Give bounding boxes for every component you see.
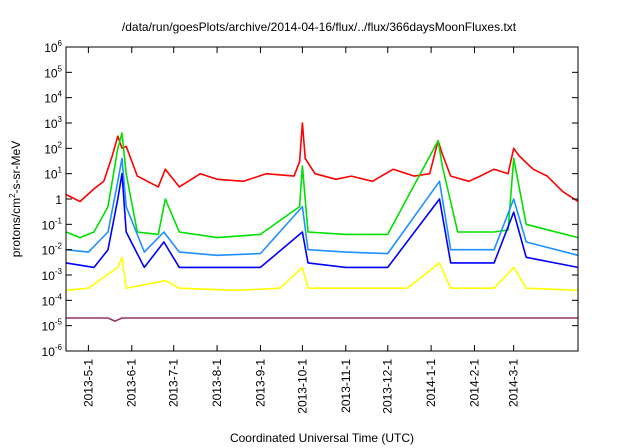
x-tick-label: 2013-7-1 [167,359,181,407]
y-tick-label: 10-6 [42,343,63,359]
y-axis-label-sup: 2 [8,193,17,198]
y-axis-label: protons/cm2-s-sr-MeV [8,141,23,257]
y-tick-label: 103 [44,115,62,131]
series-line-6 [66,317,578,323]
y-ticks: 10-6 10-5 10-4 10-3 10-2 10-1 1 101 102 103 104 105… [42,39,578,359]
y-tick-label: 1 [55,193,62,207]
y-tick-label: 106 [44,39,62,55]
y-tick-label: 10-3 [42,267,63,283]
x-tick-label: 2014-3-1 [507,359,521,407]
y-tick-label: 102 [44,140,62,156]
x-tick-label: 2014-2-1 [467,359,481,407]
y-tick-label: 104 [44,90,62,106]
series-line-3 [65,157,579,257]
x-tick-label: 2014-1-1 [424,359,438,407]
x-tick-label: 2013-5-1 [81,359,95,407]
x-tick-label: 2013-8-1 [210,359,224,407]
y-tick-label: 101 [44,166,62,182]
y-tick-label: 10-2 [42,242,63,258]
y-axis-label-pre: protons/cm [9,198,23,257]
x-axis-label: Coordinated Universal Time (UTC) [230,431,414,445]
plot-area: 10-6 10-5 10-4 10-3 10-2 10-1 1 101 102 103 104 105… [42,39,579,414]
x-tick-label: 2013-9-1 [253,359,267,407]
series-line-5 [65,256,579,292]
series-layer [65,122,579,323]
chart-title: /data/run/goesPlots/archive/2014-04-16/f… [122,20,517,34]
y-axis-label-post: -s-sr-MeV [9,141,23,194]
series-line-4 [65,172,579,269]
x-ticks: 2013-5-1 2013-6-1 2013-7-1 2013-8-1 2013-9-1… [81,47,521,414]
y-tick-label: 10-4 [42,292,63,308]
plot-frame [65,46,579,352]
y-tick-label: 10-5 [42,318,63,334]
x-tick-label: 2013-10-1 [295,359,309,414]
y-tick-label: 10-1 [42,216,63,232]
x-tick-label: 2013-11-1 [339,359,353,413]
y-tick-label: 105 [44,64,62,80]
series-line-1 [65,122,579,203]
x-tick-label: 2013-6-1 [125,359,139,407]
series-line-2 [65,132,579,239]
x-tick-label: 2013-12-1 [381,359,395,414]
